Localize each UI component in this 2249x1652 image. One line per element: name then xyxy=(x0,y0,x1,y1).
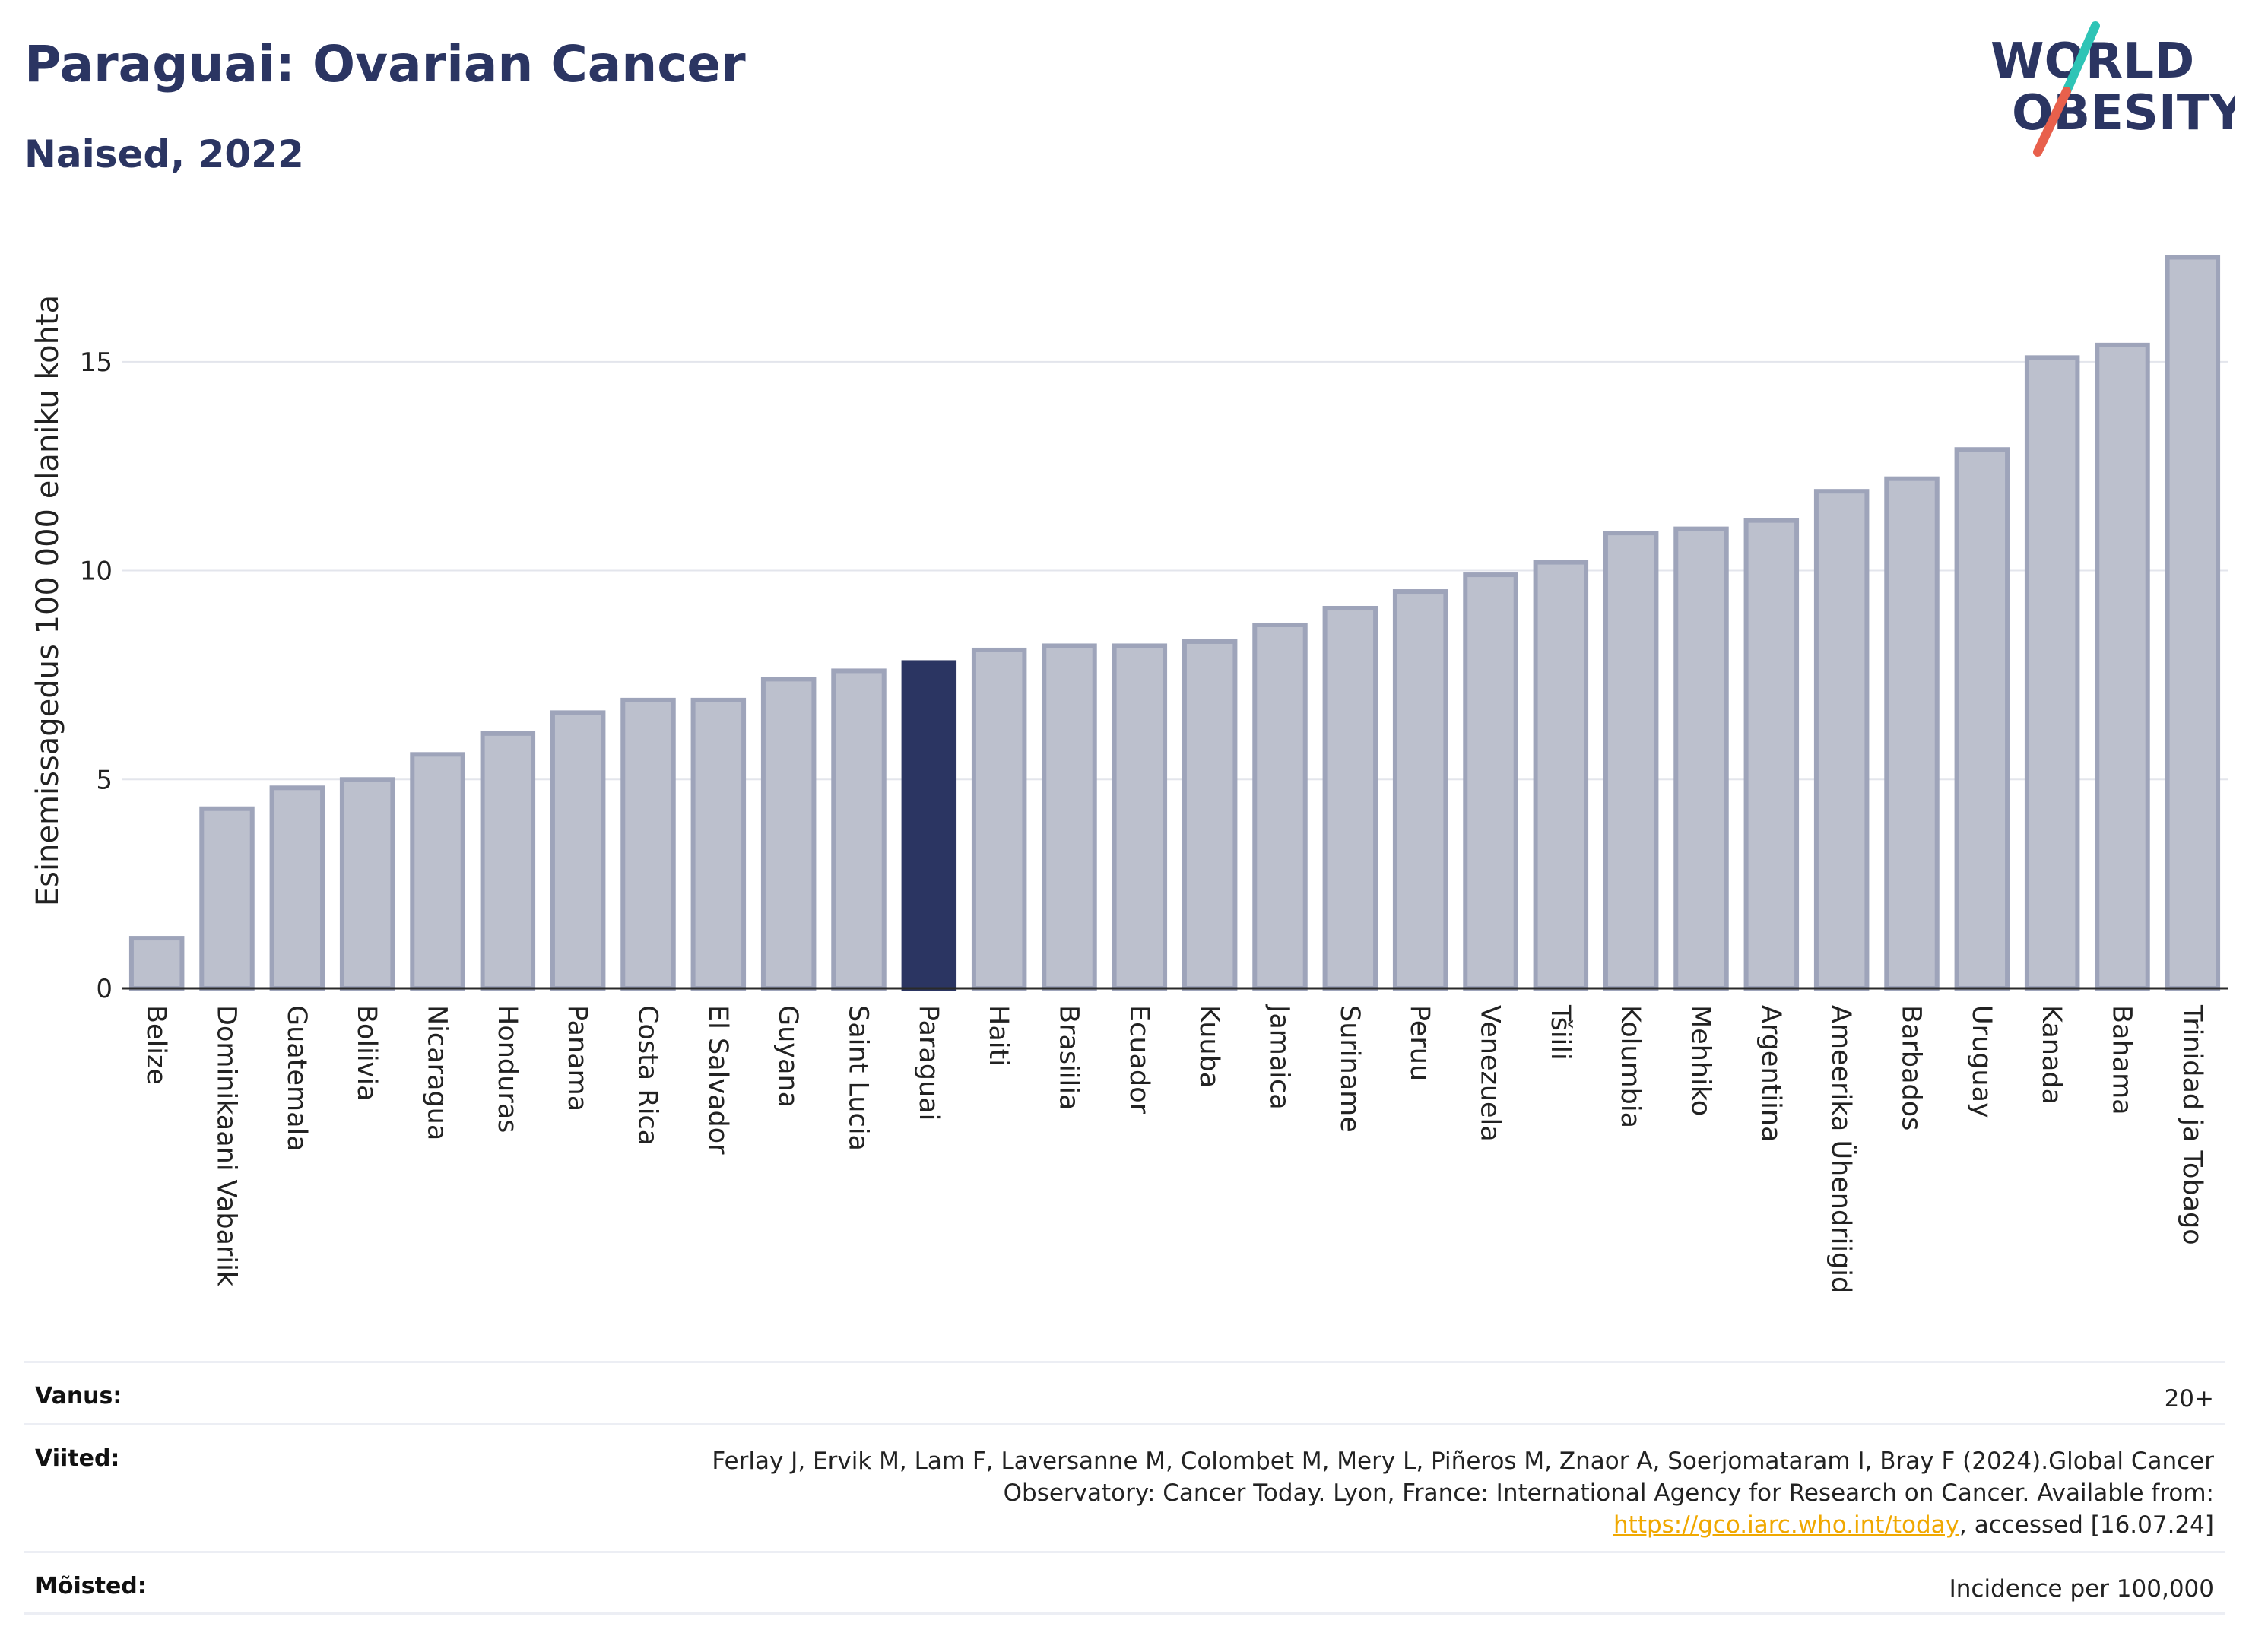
x-tick-label: Belize xyxy=(141,1005,171,1085)
references-value: Ferlay J, Ervik M, Lam F, Laversanne M, … xyxy=(693,1445,2214,1541)
bar-trinidad-ja-tobago xyxy=(2165,255,2221,991)
x-tick-label: Saint Lucia xyxy=(843,1005,874,1151)
bar-panama xyxy=(550,710,606,991)
x-tick-label: Mehhiko xyxy=(1686,1005,1716,1116)
bar-suriname xyxy=(1322,606,1378,991)
x-tick-label: Panama xyxy=(562,1005,592,1111)
bar-saint-lucia xyxy=(831,668,887,991)
bar-ameerika-hendriigid xyxy=(1813,489,1870,991)
bar-peruu xyxy=(1392,589,1448,991)
y-tick-label: 15 xyxy=(80,347,113,378)
bar-mehhiko xyxy=(1673,526,1729,991)
bar-nicaragua xyxy=(410,752,465,991)
logo-slash-bottom xyxy=(2033,87,2071,157)
x-tick-label: Nicaragua xyxy=(422,1005,452,1140)
x-tick-label: Argentiina xyxy=(1756,1005,1786,1142)
y-tick-label: 10 xyxy=(80,556,113,587)
x-tick-label: Jamaica xyxy=(1264,1004,1295,1110)
x-tick-label: Honduras xyxy=(492,1005,522,1133)
reference-link[interactable]: https://gco.iarc.who.int/today xyxy=(1613,1511,1959,1539)
info-row-definitions: Mõisted: Incidence per 100,000 xyxy=(24,1551,2225,1615)
y-tick-label: 0 xyxy=(96,974,113,1004)
x-tick-label: Bahama xyxy=(2107,1005,2137,1115)
bars xyxy=(128,255,2221,991)
bar-brasiilia xyxy=(1042,643,1097,991)
x-tick-label: Venezuela xyxy=(1475,1005,1505,1142)
info-row-age: Vanus: 20+ xyxy=(24,1361,2225,1423)
definitions-value: Incidence per 100,000 xyxy=(1949,1575,2214,1603)
x-tick-label: Trinidad ja Tobago xyxy=(2177,1004,2207,1245)
x-tick-label: Kuuba xyxy=(1194,1005,1224,1088)
reference-accessed: , accessed [16.07.24] xyxy=(1959,1511,2214,1539)
x-tick-label: Boliivia xyxy=(351,1005,382,1101)
x-tick-label: Uruguay xyxy=(1966,1005,1997,1118)
bar-kolumbia xyxy=(1603,531,1659,991)
x-tick-label: Ameerika Ühendriigid xyxy=(1826,1005,1857,1293)
reference-text: Ferlay J, Ervik M, Lam F, Laversanne M, … xyxy=(712,1447,2214,1507)
x-tick-label: Barbados xyxy=(1896,1005,1927,1130)
x-tick-label: Paraguai xyxy=(913,1005,944,1121)
x-tick-label: Guatemala xyxy=(281,1005,312,1152)
logo-slash-top xyxy=(2062,21,2100,96)
bar-bahama xyxy=(2095,342,2150,991)
bar-honduras xyxy=(480,731,536,991)
bar-kuuba xyxy=(1182,639,1238,991)
bar-haiti xyxy=(971,647,1027,991)
bar-chart: 0 5 10 15 Belize Dominikaani Vabariik Guatema… xyxy=(30,255,2228,1293)
x-tick-label: Brasiilia xyxy=(1054,1005,1084,1110)
x-tick-label: Costa Rica xyxy=(633,1005,663,1146)
x-tick-label: Kolumbia xyxy=(1615,1005,1645,1128)
bar-guatemala xyxy=(269,785,325,991)
bar-costa-rica xyxy=(620,697,676,991)
bar-venezuela xyxy=(1463,572,1518,991)
grid-lines xyxy=(122,360,2228,781)
x-tick-label: Kanada xyxy=(2036,1005,2067,1105)
y-tick-label: 5 xyxy=(96,765,113,795)
bar-uruguay xyxy=(1954,447,2010,991)
y-axis-ticks: 0 5 10 15 xyxy=(80,347,113,1004)
age-value: 20+ xyxy=(2164,1385,2214,1413)
bar-t-iili xyxy=(1533,560,1589,991)
x-tick-label: El Salvador xyxy=(703,1005,733,1155)
bar-argentiina xyxy=(1743,518,1800,991)
bar-paraguai xyxy=(901,660,957,991)
references-label: Viited: xyxy=(35,1445,120,1472)
y-axis-label: Esinemissagedus 100 000 elaniku kohta xyxy=(30,295,65,906)
bar-ecuador xyxy=(1112,643,1168,991)
x-tick-label: Peruu xyxy=(1404,1005,1435,1081)
age-label: Vanus: xyxy=(35,1383,122,1409)
bar-boliivia xyxy=(339,777,395,991)
bar-kanada xyxy=(2024,355,2080,991)
chart-title: Paraguai: Ovarian Cancer xyxy=(24,35,746,94)
world-obesity-logo: WORLD OBESITY xyxy=(1990,21,2235,157)
x-tick-label: Tšiili xyxy=(1545,1004,1575,1061)
bar-barbados xyxy=(1884,476,1940,991)
x-tick-label: Dominikaani Vabariik xyxy=(211,1005,242,1287)
bar-belize xyxy=(128,936,185,991)
info-row-references: Viited: Ferlay J, Ervik M, Lam F, Lavers… xyxy=(24,1423,2225,1551)
bar-guyana xyxy=(760,677,817,991)
chart-subtitle: Naised, 2022 xyxy=(24,132,304,176)
bar-jamaica xyxy=(1252,622,1308,991)
info-table: Vanus: 20+ Viited: Ferlay J, Ervik M, La… xyxy=(24,1361,2225,1615)
definitions-label: Mõisted: xyxy=(35,1573,147,1600)
bar-dominikaani-vabariik xyxy=(199,806,255,991)
x-tick-label: Suriname xyxy=(1334,1005,1365,1133)
x-axis-ticks: Belize Dominikaani Vabariik Guatemala Bolii… xyxy=(141,1004,2207,1293)
x-tick-label: Ecuador xyxy=(1124,1005,1154,1115)
x-tick-label: Haiti xyxy=(983,1005,1013,1067)
bar-el-salvador xyxy=(690,697,747,991)
x-tick-label: Guyana xyxy=(772,1005,803,1108)
